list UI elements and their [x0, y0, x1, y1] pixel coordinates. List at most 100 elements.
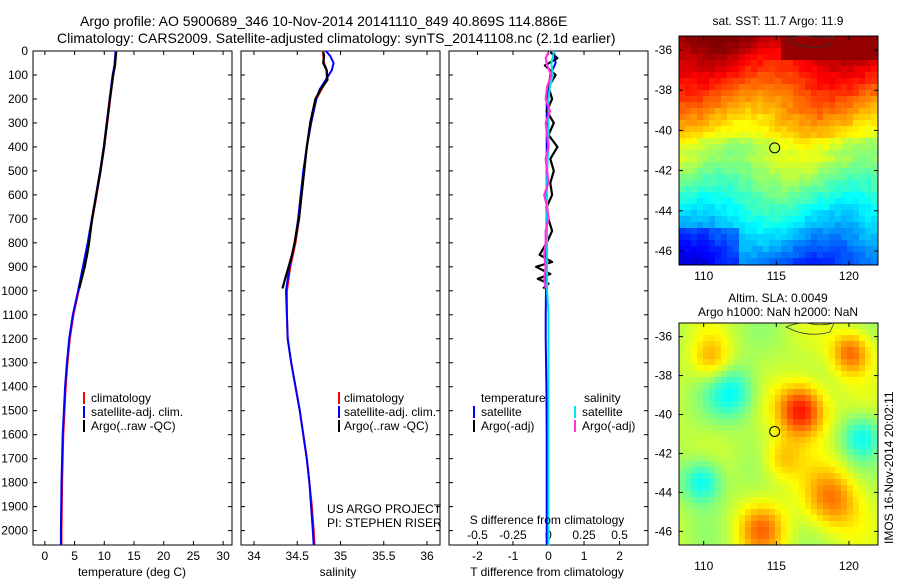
sla-cell — [703, 365, 710, 372]
sst-cell — [721, 102, 728, 109]
sst-cell — [715, 210, 722, 217]
sst-cell — [709, 60, 716, 67]
sst-cell — [721, 210, 728, 217]
sla-cell — [835, 425, 842, 432]
sla-cell — [817, 479, 824, 486]
sst-cell — [811, 180, 818, 187]
sst-cell — [763, 102, 770, 109]
sst-cell — [709, 222, 716, 229]
sla-cell — [805, 521, 812, 528]
sla-cell — [703, 515, 710, 522]
x-tick-label: 0 — [42, 549, 49, 563]
sst-cell — [757, 210, 764, 217]
sla-cell — [823, 521, 830, 528]
sla-cell — [853, 377, 860, 384]
sla-cell — [721, 479, 728, 486]
sla-cell — [757, 503, 764, 510]
sla-cell — [823, 425, 830, 432]
sla-cell — [697, 539, 704, 545]
sla-cell — [793, 425, 800, 432]
map-lat-tick-label: -40 — [655, 123, 673, 137]
sst-cell — [871, 162, 878, 169]
sla-cell — [823, 461, 830, 468]
sst-cell — [823, 174, 830, 181]
sla-cell — [733, 347, 740, 354]
sst-cell — [835, 42, 842, 49]
sla-cell — [847, 503, 854, 510]
sst-cell — [733, 180, 740, 187]
sla-cell — [733, 353, 740, 360]
sst-cell — [733, 48, 740, 55]
sla-cell — [745, 473, 752, 480]
sla-cell — [697, 521, 704, 528]
sla-cell — [709, 503, 716, 510]
sst-cell — [871, 174, 878, 181]
sla-cell — [859, 491, 866, 498]
sla-cell — [775, 353, 782, 360]
sla-cell — [721, 347, 728, 354]
sla-cell — [871, 347, 878, 354]
sst-cell — [733, 108, 740, 115]
sla-cell — [727, 497, 734, 504]
sst-cell — [847, 144, 854, 151]
sst-cell — [871, 252, 878, 259]
sst-cell — [805, 234, 812, 241]
sst-cell — [829, 198, 836, 205]
sla-cell — [733, 383, 740, 390]
sla-cell — [841, 371, 848, 378]
sst-cell — [841, 156, 848, 163]
sla-cell — [853, 359, 860, 366]
sst-cell — [769, 258, 776, 265]
sla-cell — [811, 371, 818, 378]
sla-cell — [727, 335, 734, 342]
sst-cell — [805, 48, 812, 55]
sla-cell — [757, 515, 764, 522]
sst-cell — [757, 216, 764, 223]
sla-cell — [871, 407, 878, 414]
sst-cell — [703, 90, 710, 97]
sst-cell — [841, 162, 848, 169]
sla-cell — [817, 425, 824, 432]
sla-cell — [811, 461, 818, 468]
sst-cell — [835, 210, 842, 217]
sst-cell — [745, 54, 752, 61]
sst-cell — [799, 156, 806, 163]
sst-cell — [853, 246, 860, 253]
sla-cell — [679, 449, 686, 456]
sst-cell — [847, 66, 854, 73]
sla-cell — [733, 449, 740, 456]
sla-cell — [859, 341, 866, 348]
sst-cell — [859, 252, 866, 259]
sla-cell — [787, 407, 794, 414]
sla-cell — [805, 539, 812, 545]
sst-cell — [763, 204, 770, 211]
sla-cell — [703, 437, 710, 444]
sla-cell — [679, 479, 686, 486]
sst-cell — [787, 90, 794, 97]
sla-cell — [733, 515, 740, 522]
sla-cell — [751, 347, 758, 354]
sla-cell — [781, 467, 788, 474]
sla-cell — [823, 515, 830, 522]
sst-cell — [853, 180, 860, 187]
sla-cell — [775, 371, 782, 378]
sst-cell — [745, 102, 752, 109]
sla-cell — [823, 533, 830, 540]
sla-cell — [775, 443, 782, 450]
sst-cell — [727, 84, 734, 91]
sst-cell — [745, 180, 752, 187]
sla-cell — [805, 425, 812, 432]
sst-cell — [721, 42, 728, 49]
sst-cell — [739, 210, 746, 217]
sla-cell — [781, 473, 788, 480]
sst-cell — [715, 222, 722, 229]
sla-cell — [691, 419, 698, 426]
sst-cell — [841, 192, 848, 199]
sst-cell — [859, 198, 866, 205]
sla-cell — [811, 449, 818, 456]
sst-cell — [697, 192, 704, 199]
sst-cell — [859, 204, 866, 211]
sst-cell — [697, 150, 704, 157]
sst-cell — [865, 252, 872, 259]
sst-cell — [781, 60, 788, 67]
